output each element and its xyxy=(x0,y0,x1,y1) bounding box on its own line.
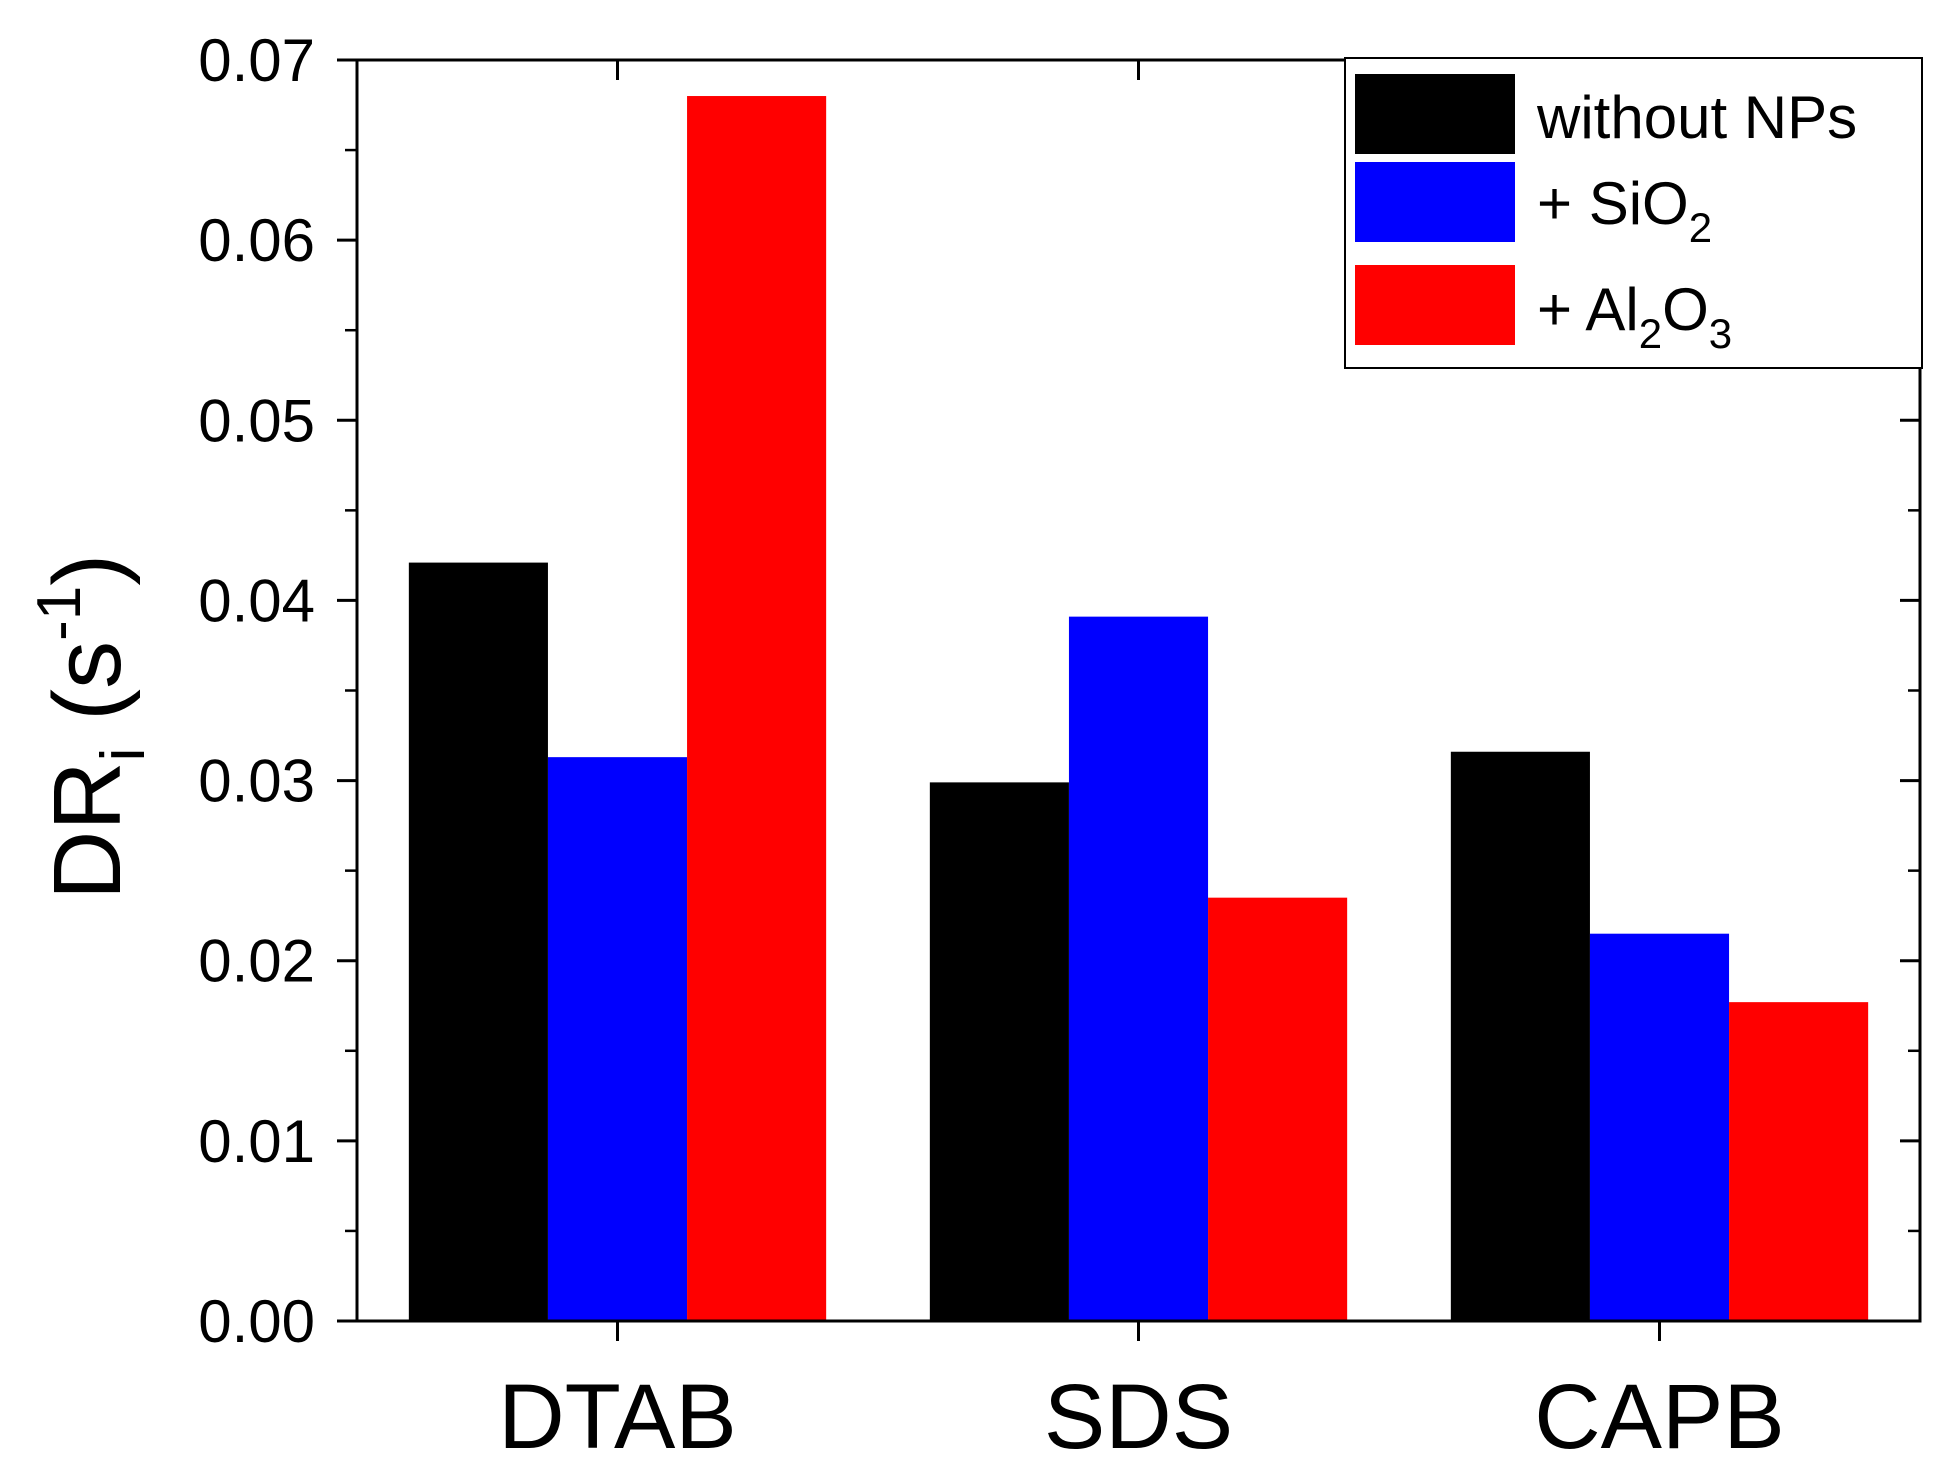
legend-swatch-sio2 xyxy=(1355,162,1515,242)
ticks-group xyxy=(337,58,1920,1341)
y-tick-label-0-04: 0.04 xyxy=(198,567,315,634)
y-axis-title: DRi (s-1) xyxy=(25,554,158,900)
legend-swatch-al2o3 xyxy=(1355,265,1515,345)
y-tick-label-0-05: 0.05 xyxy=(198,387,315,454)
bar-capb-al2o3 xyxy=(1729,1002,1869,1321)
bar-capb-without-nps xyxy=(1450,751,1590,1321)
legend-label-al2o3: + Al2O3 xyxy=(1537,276,1732,357)
bar-capb-sio2 xyxy=(1589,933,1730,1321)
legend-label-sio2: + SiO2 xyxy=(1537,170,1712,251)
bar-dtab-sio2 xyxy=(547,757,688,1321)
x-tick-label-dtab: DTAB xyxy=(498,1366,737,1468)
x-tick-label-sds: SDS xyxy=(1044,1366,1233,1468)
y-tick-label-0-01: 0.01 xyxy=(198,1108,315,1175)
legend-label-without-nps: without NPs xyxy=(1536,84,1857,151)
y-axis-title-group: DRi (s-1) xyxy=(25,554,158,900)
bar-sds-sio2 xyxy=(1068,616,1209,1321)
bar-sds-without-nps xyxy=(929,782,1069,1321)
bar-dtab-without-nps xyxy=(408,562,548,1321)
y-tick-label-0-00: 0.00 xyxy=(198,1288,315,1355)
y-tick-label-0-07: 0.07 xyxy=(198,27,315,94)
bar-dtab-al2o3 xyxy=(687,96,827,1322)
legend-swatch-without-nps xyxy=(1355,74,1515,154)
bars-group xyxy=(408,96,1869,1322)
y-tick-label-0-03: 0.03 xyxy=(198,748,315,815)
y-tick-label-0-06: 0.06 xyxy=(198,207,315,274)
y-tick-label-0-02: 0.02 xyxy=(198,928,315,995)
legend: without NPs + SiO2 + Al2O3 xyxy=(1344,57,1923,369)
x-tick-label-capb: CAPB xyxy=(1534,1366,1785,1468)
bar-sds-al2o3 xyxy=(1208,897,1348,1321)
labels-group: DTAB SDS CAPB 0.00 0.01 0.02 0.03 0.04 0.05 0.06 0… xyxy=(198,27,1785,1468)
